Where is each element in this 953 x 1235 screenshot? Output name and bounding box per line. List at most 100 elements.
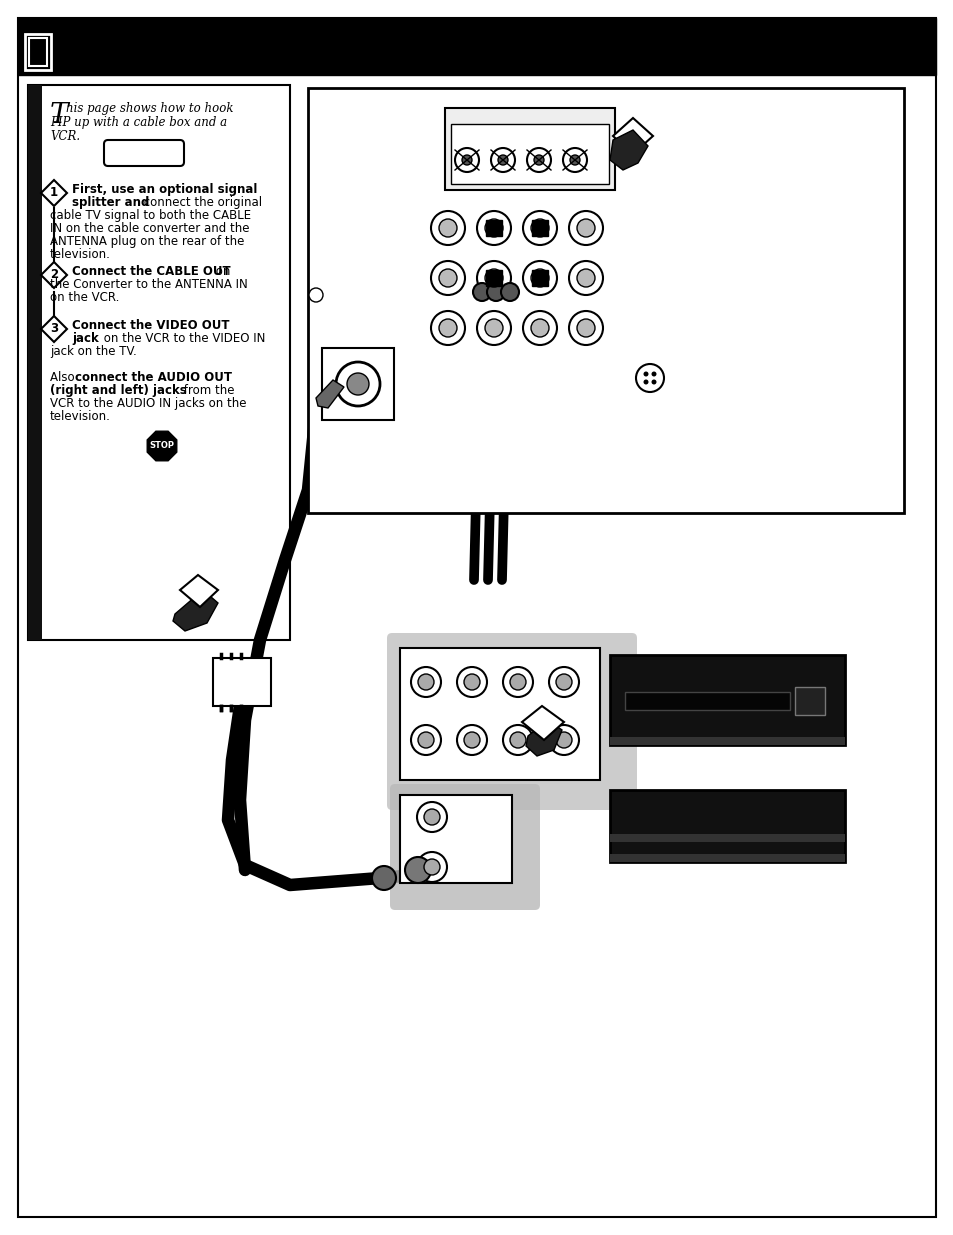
FancyBboxPatch shape xyxy=(387,634,637,810)
Text: from the: from the xyxy=(180,384,234,396)
Text: PIP up with a cable box and a: PIP up with a cable box and a xyxy=(50,116,227,128)
Circle shape xyxy=(556,674,572,690)
Circle shape xyxy=(531,269,548,287)
Bar xyxy=(18,19,935,75)
Text: T: T xyxy=(50,103,69,128)
Circle shape xyxy=(463,674,479,690)
Polygon shape xyxy=(180,576,218,606)
Circle shape xyxy=(335,362,379,406)
Bar xyxy=(624,692,789,710)
Circle shape xyxy=(423,809,439,825)
Circle shape xyxy=(476,211,511,245)
Bar xyxy=(794,687,824,715)
Circle shape xyxy=(522,261,557,295)
Bar xyxy=(485,220,501,236)
Text: jack on the TV.: jack on the TV. xyxy=(50,345,136,358)
Circle shape xyxy=(484,219,502,237)
Circle shape xyxy=(431,211,464,245)
Circle shape xyxy=(484,269,502,287)
Circle shape xyxy=(473,283,491,301)
Bar xyxy=(28,85,42,640)
Text: television.: television. xyxy=(50,248,111,261)
Bar xyxy=(444,107,615,190)
Text: the Converter to the ANTENNA IN: the Converter to the ANTENNA IN xyxy=(50,278,248,291)
Circle shape xyxy=(568,261,602,295)
Circle shape xyxy=(491,148,515,172)
Polygon shape xyxy=(315,380,344,408)
Text: ANTENNA plug on the rear of the: ANTENNA plug on the rear of the xyxy=(50,235,244,248)
Polygon shape xyxy=(525,720,561,756)
Bar xyxy=(399,648,599,781)
Text: (right and left) jacks: (right and left) jacks xyxy=(50,384,187,396)
Text: Also: Also xyxy=(50,370,78,384)
Circle shape xyxy=(502,667,533,697)
Bar xyxy=(29,38,47,65)
Circle shape xyxy=(372,866,395,890)
Polygon shape xyxy=(147,431,176,461)
Circle shape xyxy=(556,732,572,748)
Bar xyxy=(609,834,844,842)
Text: IN on the cable converter and the: IN on the cable converter and the xyxy=(50,222,250,235)
FancyBboxPatch shape xyxy=(390,784,539,910)
Bar xyxy=(609,853,844,862)
Circle shape xyxy=(463,732,479,748)
Circle shape xyxy=(548,725,578,755)
Text: connect the AUDIO OUT: connect the AUDIO OUT xyxy=(75,370,232,384)
Text: jack: jack xyxy=(71,332,99,345)
Circle shape xyxy=(438,269,456,287)
Text: connect the original: connect the original xyxy=(140,196,262,209)
Circle shape xyxy=(484,319,502,337)
Circle shape xyxy=(456,725,486,755)
Bar xyxy=(28,85,290,640)
FancyBboxPatch shape xyxy=(104,140,184,165)
Circle shape xyxy=(636,364,663,391)
Text: on the VCR.: on the VCR. xyxy=(50,291,119,304)
Bar xyxy=(485,270,501,287)
Circle shape xyxy=(455,148,478,172)
Circle shape xyxy=(577,269,595,287)
Text: on: on xyxy=(212,266,230,278)
Text: Connect the CABLE OUT: Connect the CABLE OUT xyxy=(71,266,231,278)
Circle shape xyxy=(405,857,431,883)
Circle shape xyxy=(526,148,551,172)
Circle shape xyxy=(534,156,543,165)
Circle shape xyxy=(423,860,439,876)
Circle shape xyxy=(438,319,456,337)
Bar xyxy=(532,220,547,236)
Text: 3: 3 xyxy=(50,322,58,336)
Polygon shape xyxy=(41,180,67,206)
Circle shape xyxy=(500,283,518,301)
Circle shape xyxy=(502,725,533,755)
Circle shape xyxy=(568,211,602,245)
Polygon shape xyxy=(41,262,67,288)
Circle shape xyxy=(531,319,548,337)
Text: VCR.: VCR. xyxy=(50,130,80,143)
Bar xyxy=(213,658,271,706)
Text: First, use an optional signal: First, use an optional signal xyxy=(71,183,257,196)
Circle shape xyxy=(510,674,525,690)
Circle shape xyxy=(476,311,511,345)
Circle shape xyxy=(522,311,557,345)
Circle shape xyxy=(416,852,447,882)
Circle shape xyxy=(548,667,578,697)
Circle shape xyxy=(510,732,525,748)
Bar xyxy=(532,270,547,287)
Circle shape xyxy=(411,725,440,755)
Bar xyxy=(609,790,844,862)
Circle shape xyxy=(651,372,656,377)
Text: Connect the VIDEO OUT: Connect the VIDEO OUT xyxy=(71,319,230,332)
Bar xyxy=(399,795,512,883)
Circle shape xyxy=(417,732,434,748)
Circle shape xyxy=(416,802,447,832)
Text: STOP: STOP xyxy=(150,441,174,451)
Circle shape xyxy=(569,156,579,165)
Circle shape xyxy=(651,379,656,384)
Text: VCR to the AUDIO IN jacks on the: VCR to the AUDIO IN jacks on the xyxy=(50,396,246,410)
Bar xyxy=(609,737,844,745)
Polygon shape xyxy=(609,130,647,170)
Circle shape xyxy=(643,372,648,377)
Text: 1: 1 xyxy=(50,186,58,200)
Circle shape xyxy=(347,373,369,395)
Bar xyxy=(322,348,394,420)
Circle shape xyxy=(411,667,440,697)
